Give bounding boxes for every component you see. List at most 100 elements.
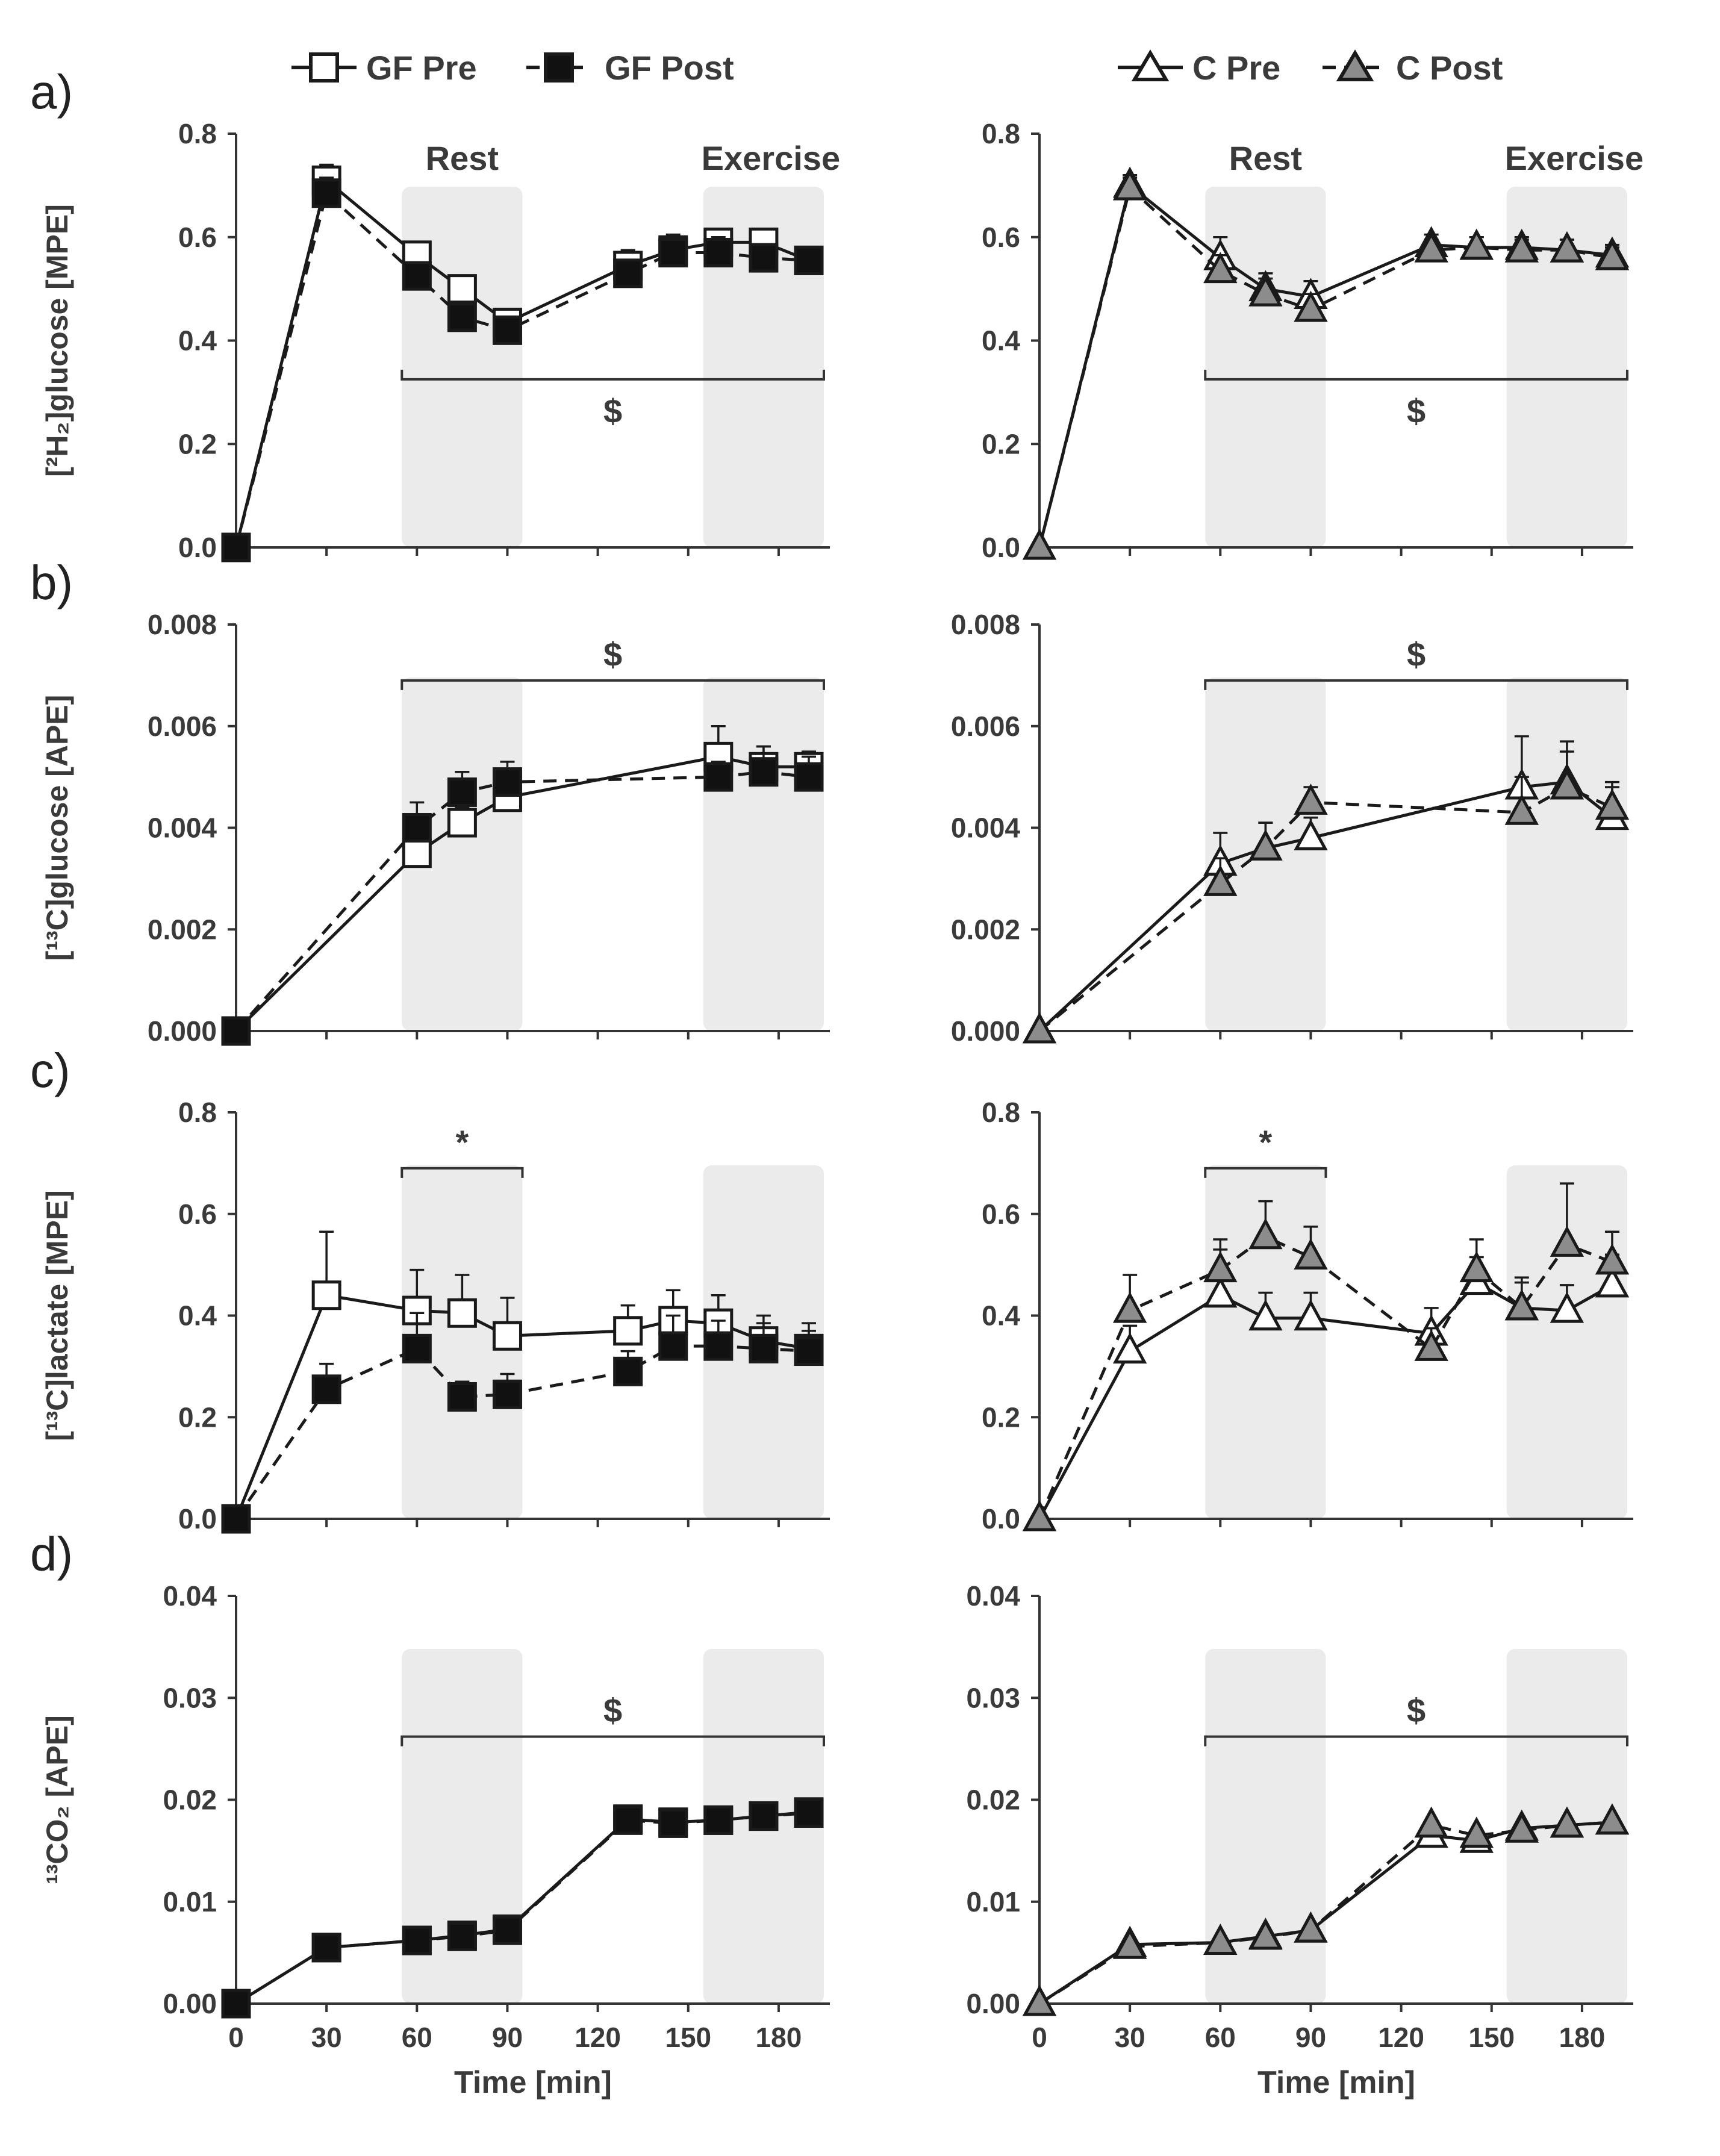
- data-point: [613, 258, 643, 288]
- y-axis-title: [²H₂]glucose [MPE]: [40, 204, 74, 477]
- data-point: [402, 261, 432, 291]
- y-tick-label: 0.8: [982, 1097, 1020, 1128]
- panel-b: 0.000 0.002 0.004 0.006 0.008 [¹³C]glucose [A…: [30, 556, 830, 1047]
- data-point: [794, 1336, 824, 1366]
- data-point: [1595, 238, 1630, 270]
- data-point: [658, 1331, 688, 1361]
- data-point: [1294, 1911, 1328, 1943]
- rest-phase-band: [402, 187, 523, 547]
- panel-label: d): [30, 1527, 73, 1581]
- data-point: [311, 1374, 341, 1404]
- significance-bracket: [400, 679, 825, 690]
- data-point: [749, 1801, 779, 1831]
- x-tick-label: 0: [228, 2022, 244, 2053]
- data-point: [221, 1989, 251, 2019]
- y-tick-label: 0.006: [148, 711, 217, 742]
- panel-a2: Rest Exercise 0.0 0.2 0.4 0.6 0.8 $: [982, 118, 1644, 563]
- y-tick-label: 0.2: [178, 1401, 217, 1433]
- y-tick-label: 0.8: [178, 118, 217, 149]
- y-tick-label: 0.000: [148, 1015, 217, 1047]
- series-line: [235, 1812, 809, 2005]
- data-point: [613, 1356, 643, 1386]
- y-tick-label: 0.4: [982, 325, 1020, 357]
- exercise-label: Exercise: [702, 139, 840, 177]
- exercise-label: Exercise: [1505, 139, 1644, 177]
- legend-gf-post-marker: [544, 52, 574, 83]
- exercise-phase-band: [1506, 1165, 1627, 1519]
- data-point: [1504, 793, 1539, 825]
- series-gf-post: [221, 1312, 824, 1534]
- data-point: [1595, 1266, 1630, 1298]
- x-tick-label: 0: [1032, 2022, 1047, 2053]
- data-point: [221, 1016, 251, 1046]
- data-point: [447, 777, 477, 807]
- y-tick-label: 0.2: [982, 1401, 1020, 1433]
- y-tick-label: 0.004: [148, 812, 217, 844]
- data-point: [492, 1915, 522, 1945]
- data-point: [749, 1333, 779, 1363]
- significance-label: $: [1407, 1692, 1426, 1730]
- y-tick-label: 0.01: [966, 1886, 1020, 1918]
- data-point: [794, 245, 824, 275]
- data-point: [703, 238, 734, 268]
- y-tick-label: 0.008: [148, 609, 217, 640]
- data-point: [492, 315, 522, 345]
- data-point: [1112, 169, 1147, 201]
- y-tick-label: 0.4: [982, 1300, 1020, 1332]
- data-point: [402, 1333, 432, 1363]
- legend-c-pre-marker: [1131, 49, 1170, 81]
- series-line: [1038, 1280, 1613, 1520]
- data-point: [703, 1805, 734, 1835]
- significance-label: $: [603, 635, 622, 673]
- data-point: [447, 1298, 477, 1328]
- x-tick-label: 60: [1205, 2022, 1236, 2053]
- data-point: [447, 302, 477, 332]
- significance-bracket: [1204, 1167, 1327, 1178]
- y-tick-label: 0.03: [163, 1682, 217, 1713]
- legend-c-post-label: C Post: [1396, 49, 1503, 87]
- data-point: [447, 274, 477, 304]
- y-tick-label: 0.00: [966, 1988, 1020, 2019]
- legend-gf-post-label: GF Post: [605, 49, 734, 87]
- x-tick-label: 180: [1559, 2022, 1606, 2053]
- significance-bracket: [400, 369, 825, 381]
- y-axis-title: ¹³CO₂ [APE]: [40, 1715, 74, 1884]
- rest-phase-band: [1205, 187, 1326, 547]
- y-tick-label: 0.2: [178, 428, 217, 460]
- panel-label: b): [30, 556, 73, 609]
- significance-bracket: [400, 1735, 825, 1746]
- legend-left: GF Pre GF Post: [291, 49, 734, 87]
- x-axis-title: Time [min]: [454, 2065, 612, 2100]
- significance-label: *: [1259, 1123, 1272, 1161]
- data-point: [1203, 1251, 1238, 1283]
- series-line: [1038, 182, 1613, 548]
- x-tick-label: 30: [311, 2022, 342, 2053]
- y-tick-label: 0.0: [178, 532, 217, 563]
- data-point: [1112, 1927, 1147, 1959]
- y-tick-label: 0.02: [163, 1784, 217, 1816]
- rest-phase-band: [402, 1165, 523, 1519]
- panel-c: 0.0 0.2 0.4 0.6 0.8 [¹³C]lactate [MPE] c) *: [30, 1044, 830, 1534]
- x-axis-title: Time [min]: [1257, 2065, 1415, 2100]
- legend-gf-pre-label: GF Pre: [366, 49, 477, 87]
- series-line: [1038, 185, 1613, 548]
- data-point: [703, 1331, 734, 1361]
- y-tick-label: 0.4: [178, 1300, 217, 1332]
- data-point: [1459, 1251, 1494, 1283]
- series-c-post: [1022, 169, 1630, 560]
- data-point: [1294, 1299, 1328, 1331]
- y-tick-label: 0.0: [982, 1503, 1020, 1534]
- data-point: [658, 238, 688, 268]
- y-tick-label: 0.6: [178, 222, 217, 253]
- data-point: [1550, 1806, 1584, 1838]
- data-point: [311, 178, 341, 208]
- data-point: [1459, 1816, 1494, 1848]
- y-tick-label: 0.04: [966, 1580, 1020, 1612]
- x-tick-label: 30: [1115, 2022, 1145, 2053]
- data-point: [1459, 228, 1494, 260]
- x-tick-label: 150: [1468, 2022, 1515, 2053]
- data-point: [1414, 1806, 1448, 1838]
- data-point: [447, 1382, 477, 1412]
- x-tick-label: 150: [665, 2022, 711, 2053]
- data-point: [703, 762, 734, 792]
